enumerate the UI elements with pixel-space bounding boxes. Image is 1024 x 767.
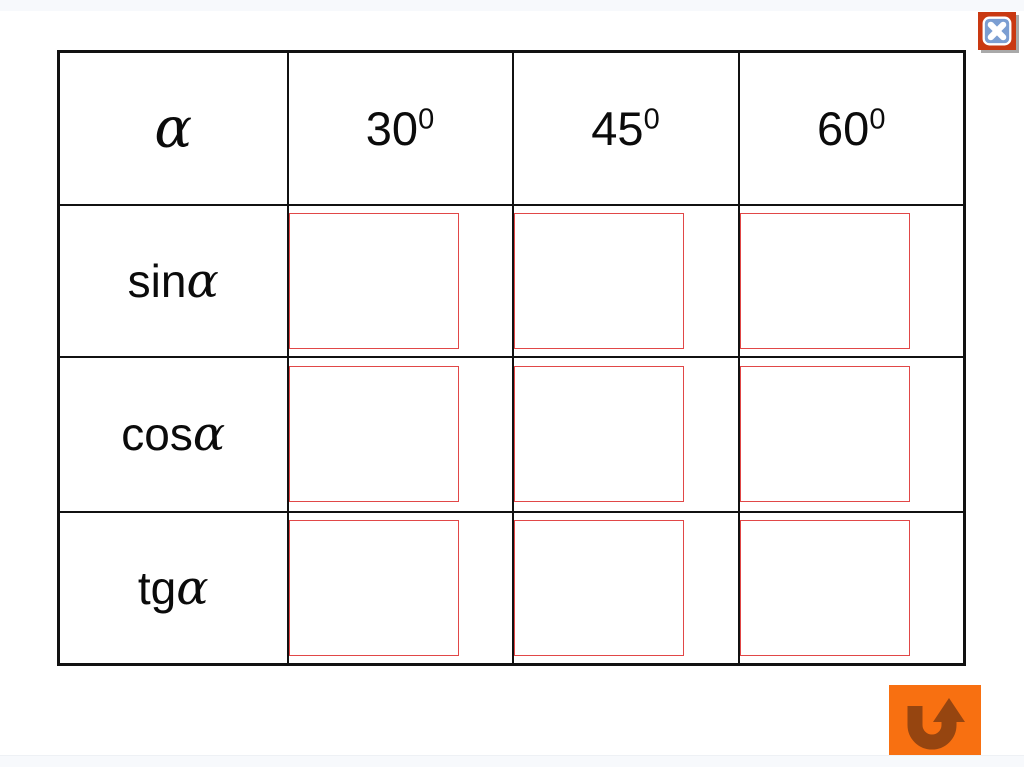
sin-row: sinα xyxy=(57,203,966,358)
function-name: sin xyxy=(127,254,187,307)
angle-superscript: 0 xyxy=(643,103,660,136)
row-label-sin: sinα xyxy=(57,203,289,358)
cell-sin-60 xyxy=(737,203,966,358)
alpha-symbol: α xyxy=(154,96,193,162)
row-label-tg: tgα xyxy=(57,510,289,666)
col-header-30: 300 xyxy=(286,50,514,206)
function-name: tg xyxy=(137,561,177,614)
tg-row: tgα xyxy=(57,510,966,666)
answer-placeholder[interactable] xyxy=(288,366,459,502)
header-row: α 300 450 600 xyxy=(57,50,966,206)
alpha-symbol: α xyxy=(176,559,209,616)
cell-sin-45 xyxy=(511,203,740,358)
col-header-60: 600 xyxy=(737,50,966,206)
cell-cos-45 xyxy=(511,355,740,513)
function-name: cos xyxy=(121,408,193,460)
angle-superscript: 0 xyxy=(418,103,435,136)
cell-sin-30 xyxy=(286,203,514,358)
cos-row: cosα xyxy=(57,355,966,513)
answer-placeholder[interactable] xyxy=(288,519,459,656)
answer-placeholder[interactable] xyxy=(513,212,684,349)
col-header-45: 450 xyxy=(511,50,740,206)
answer-placeholder[interactable] xyxy=(739,212,910,349)
u-turn-arrow-icon xyxy=(889,685,981,755)
cell-tg-45 xyxy=(511,510,740,666)
answer-placeholder[interactable] xyxy=(288,212,459,349)
cell-tg-30 xyxy=(286,510,514,666)
top-edge-strip xyxy=(0,0,1024,11)
cell-tg-60 xyxy=(737,510,966,666)
angle-value: 30 xyxy=(365,101,419,155)
answer-placeholder[interactable] xyxy=(513,366,684,502)
corner-cell: α xyxy=(57,50,289,206)
return-button[interactable] xyxy=(889,685,981,755)
angle-value: 45 xyxy=(591,101,644,155)
x-cross-icon xyxy=(978,12,1016,50)
close-button[interactable] xyxy=(978,12,1016,50)
answer-placeholder[interactable] xyxy=(739,366,910,502)
answer-placeholder[interactable] xyxy=(739,519,910,656)
cell-cos-30 xyxy=(286,355,514,513)
alpha-symbol: α xyxy=(192,406,226,462)
row-label-cos: cosα xyxy=(57,355,289,513)
trig-values-table: α 300 450 600 sinα cosα tgα xyxy=(57,50,966,666)
alpha-symbol: α xyxy=(186,252,219,309)
bottom-edge-strip xyxy=(0,755,1024,767)
angle-value: 60 xyxy=(817,101,870,155)
angle-superscript: 0 xyxy=(869,103,886,136)
cell-cos-60 xyxy=(737,355,966,513)
answer-placeholder[interactable] xyxy=(513,519,684,656)
